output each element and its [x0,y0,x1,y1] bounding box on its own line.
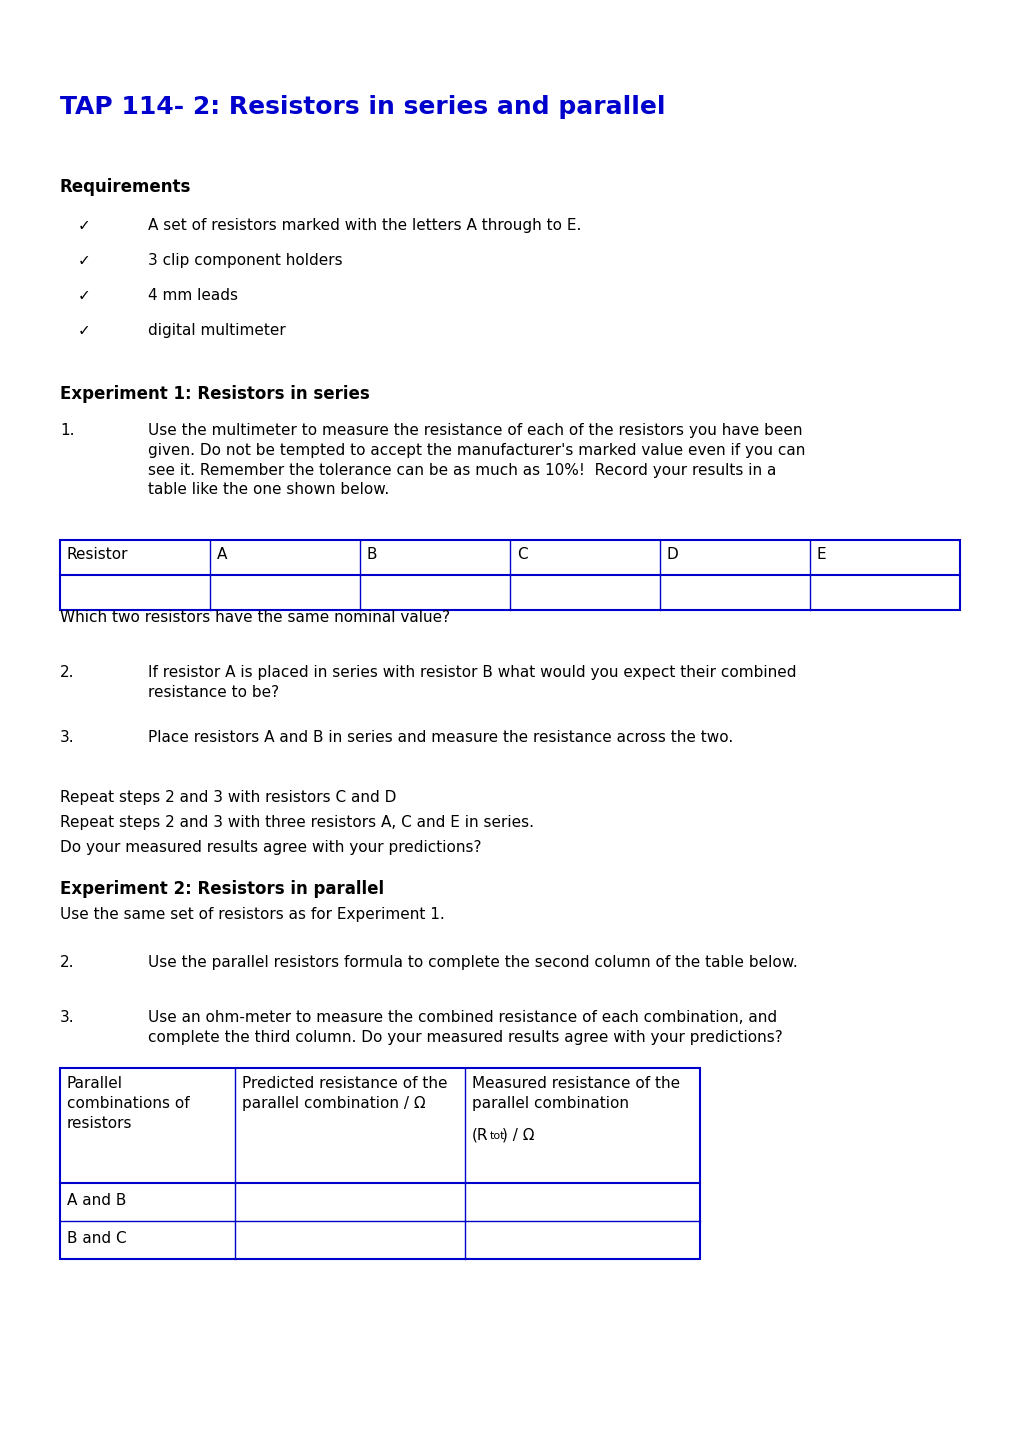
Text: Do your measured results agree with your predictions?: Do your measured results agree with your… [60,840,481,856]
Text: tot: tot [489,1131,505,1141]
Text: 4 mm leads: 4 mm leads [148,289,237,303]
Text: Parallel
combinations of
resistors: Parallel combinations of resistors [67,1076,190,1131]
Text: Use the parallel resistors formula to complete the second column of the table be: Use the parallel resistors formula to co… [148,955,797,970]
Text: Resistor: Resistor [67,547,128,561]
Text: C: C [517,547,527,561]
Text: A: A [217,547,227,561]
Text: D: D [666,547,678,561]
Text: ✓: ✓ [77,218,91,232]
Text: ✓: ✓ [77,289,91,303]
Text: Measured resistance of the
parallel combination: Measured resistance of the parallel comb… [472,1076,680,1111]
Text: ) / Ω: ) / Ω [501,1128,534,1143]
Text: 2.: 2. [60,955,74,970]
Text: Which two resistors have the same nominal value?: Which two resistors have the same nomina… [60,610,449,625]
Text: Predicted resistance of the
parallel combination / Ω: Predicted resistance of the parallel com… [242,1076,447,1111]
Text: TAP 114- 2: Resistors in series and parallel: TAP 114- 2: Resistors in series and para… [60,95,664,118]
Text: 3.: 3. [60,730,74,745]
Text: digital multimeter: digital multimeter [148,323,285,338]
Bar [60,540,959,610]
Text: B and C: B and C [67,1231,126,1245]
Bar [60,1068,699,1258]
Text: If resistor A is placed in series with resistor B what would you expect their co: If resistor A is placed in series with r… [148,665,796,700]
Text: B: B [367,547,377,561]
Text: Place resistors A and B in series and measure the resistance across the two.: Place resistors A and B in series and me… [148,730,733,745]
Text: Repeat steps 2 and 3 with three resistors A, C and E in series.: Repeat steps 2 and 3 with three resistor… [60,815,534,830]
Text: Experiment 1: Resistors in series: Experiment 1: Resistors in series [60,385,370,403]
Text: 3 clip component holders: 3 clip component holders [148,253,342,268]
Text: Requirements: Requirements [60,177,192,196]
Text: ✓: ✓ [77,323,91,338]
Text: A and B: A and B [67,1193,126,1208]
Text: E: E [816,547,825,561]
Text: Use the multimeter to measure the resistance of each of the resistors you have b: Use the multimeter to measure the resist… [148,423,805,498]
Text: A set of resistors marked with the letters A through to E.: A set of resistors marked with the lette… [148,218,581,232]
Text: 2.: 2. [60,665,74,680]
Text: Use the same set of resistors as for Experiment 1.: Use the same set of resistors as for Exp… [60,908,444,922]
Text: Experiment 2: Resistors in parallel: Experiment 2: Resistors in parallel [60,880,384,898]
Text: Repeat steps 2 and 3 with resistors C and D: Repeat steps 2 and 3 with resistors C an… [60,789,396,805]
Text: Use an ohm-meter to measure the combined resistance of each combination, and
com: Use an ohm-meter to measure the combined… [148,1010,782,1045]
Text: 3.: 3. [60,1010,74,1025]
Text: 1.: 1. [60,423,74,439]
Text: (R: (R [472,1128,488,1143]
Text: ✓: ✓ [77,253,91,268]
